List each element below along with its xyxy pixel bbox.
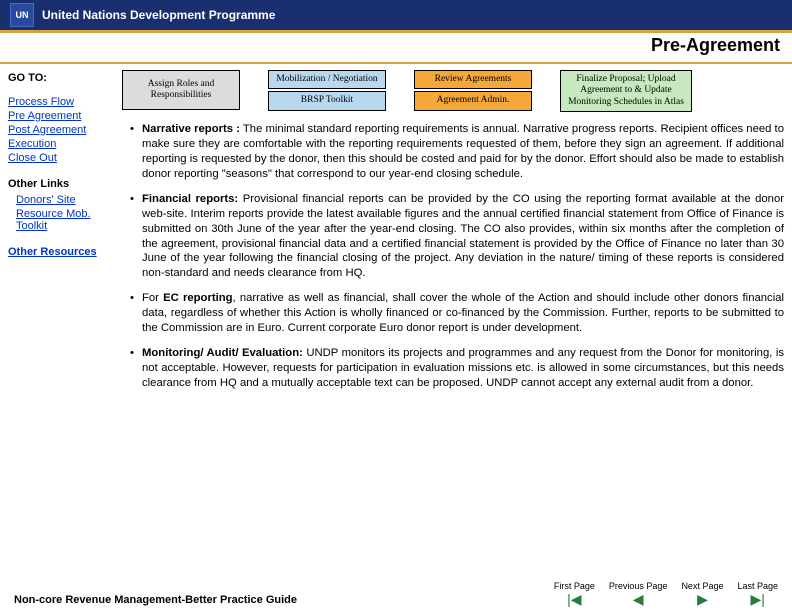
last-page-button[interactable]: Last Page xyxy=(737,582,778,606)
bullet-narrative: • Narrative reports : The minimal standa… xyxy=(122,122,784,182)
bullet-monitoring: • Monitoring/ Audit/ Evaluation: UNDP mo… xyxy=(122,346,784,391)
org-name: United Nations Development Programme xyxy=(42,8,275,22)
next-page-button[interactable]: Next Page xyxy=(681,582,723,606)
link-other-resources[interactable]: Other Resources xyxy=(8,246,116,258)
prev-page-icon xyxy=(633,591,644,607)
last-page-icon xyxy=(751,591,765,607)
first-page-button[interactable]: First Page xyxy=(554,582,595,606)
previous-page-button[interactable]: Previous Page xyxy=(609,582,668,606)
content-area: Assign Roles and Responsibilities Mobili… xyxy=(116,70,784,401)
sidebar: GO TO: Process Flow Pre Agreement Post A… xyxy=(8,70,116,401)
nav-close-out[interactable]: Close Out xyxy=(8,152,116,164)
goto-label: GO TO: xyxy=(8,72,116,84)
bullet-financial: • Financial reports: Provisional financi… xyxy=(122,192,784,281)
main-content: GO TO: Process Flow Pre Agreement Post A… xyxy=(0,64,792,401)
bullet-text: Financial reports: Provisional financial… xyxy=(142,192,784,281)
bullet-list: • Narrative reports : The minimal standa… xyxy=(122,122,784,391)
nav-execution[interactable]: Execution xyxy=(8,138,116,150)
bullet-ec-reporting: • For EC reporting, narrative as well as… xyxy=(122,291,784,336)
next-page-icon xyxy=(697,591,708,607)
bullet-mark: • xyxy=(122,122,142,182)
nav-pre-agreement[interactable]: Pre Agreement xyxy=(8,110,116,122)
nav-post-agreement[interactable]: Post Agreement xyxy=(8,124,116,136)
guide-title: Non-core Revenue Management-Better Pract… xyxy=(14,594,297,606)
bullet-mark: • xyxy=(122,192,142,281)
other-links-label: Other Links xyxy=(8,178,116,190)
link-donors-site[interactable]: Donors' Site xyxy=(16,194,116,206)
bullet-text: Narrative reports : The minimal standard… xyxy=(142,122,784,182)
nav-process-flow[interactable]: Process Flow xyxy=(8,96,116,108)
process-steps: Assign Roles and Responsibilities Mobili… xyxy=(122,70,784,112)
step-assign-roles[interactable]: Assign Roles and Responsibilities xyxy=(122,70,240,110)
bullet-mark: • xyxy=(122,291,142,336)
step-mobilization[interactable]: Mobilization / Negotiation xyxy=(268,70,386,89)
title-bar: Pre-Agreement xyxy=(0,33,792,64)
step-review-agreements[interactable]: Review Agreements xyxy=(414,70,532,89)
undp-logo: UN xyxy=(10,3,34,27)
step-brsp-toolkit[interactable]: BRSP Toolkit xyxy=(268,91,386,110)
nav-buttons: First Page Previous Page Next Page Last … xyxy=(554,582,778,606)
step-agreement-admin[interactable]: Agreement Admin. xyxy=(414,91,532,110)
bullet-text: Monitoring/ Audit/ Evaluation: UNDP moni… xyxy=(142,346,784,391)
first-page-icon xyxy=(567,591,581,607)
footer: Non-core Revenue Management-Better Pract… xyxy=(0,582,792,606)
bullet-text: For EC reporting, narrative as well as f… xyxy=(142,291,784,336)
step-finalize-proposal[interactable]: Finalize Proposal; Upload Agreement to &… xyxy=(560,70,692,112)
header-bar: UN United Nations Development Programme xyxy=(0,0,792,30)
link-resource-mob[interactable]: Resource Mob. Toolkit xyxy=(16,208,116,232)
page-title: Pre-Agreement xyxy=(651,35,780,56)
bullet-mark: • xyxy=(122,346,142,391)
